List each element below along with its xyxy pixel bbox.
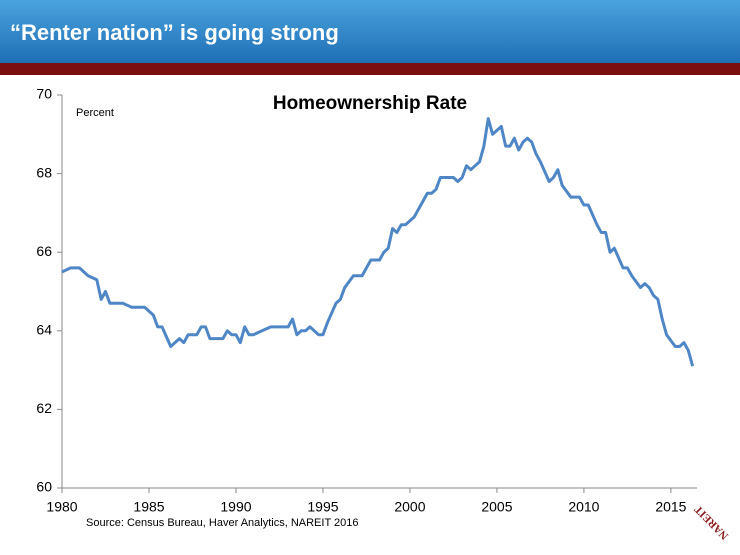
y-tick-label: 70 <box>36 86 52 102</box>
x-tick-label: 1980 <box>46 499 77 515</box>
x-tick-label: 1985 <box>133 499 164 515</box>
x-tick-label: 1995 <box>307 499 338 515</box>
y-tick-label: 62 <box>36 400 52 416</box>
slide-title: “Renter nation” is going strong <box>10 20 339 45</box>
x-tick-label: 2000 <box>394 499 425 515</box>
x-tick-label: 1990 <box>220 499 251 515</box>
y-tick-label: 60 <box>36 479 52 495</box>
chart-title: Homeownership Rate <box>273 93 467 114</box>
source: Source: Census Bureau, Haver Analytics, … <box>86 517 359 529</box>
y-axis-label: Percent <box>76 107 114 119</box>
data-line <box>61 117 695 367</box>
y-tick-label: 64 <box>36 322 52 338</box>
x-tick-label: 2015 <box>655 499 686 515</box>
logo: NAREIT <box>692 502 731 541</box>
y-tick-label: 68 <box>36 164 52 180</box>
y-tick-label: 66 <box>36 243 52 259</box>
x-tick-label: 2005 <box>481 499 512 515</box>
x-tick-label: 2010 <box>568 499 599 515</box>
header-band <box>0 0 740 63</box>
plot: 60 62 64 66 68 70 1980 1985 1990 1995 2000 2005 2010… <box>36 86 697 515</box>
header-rule <box>0 63 740 75</box>
